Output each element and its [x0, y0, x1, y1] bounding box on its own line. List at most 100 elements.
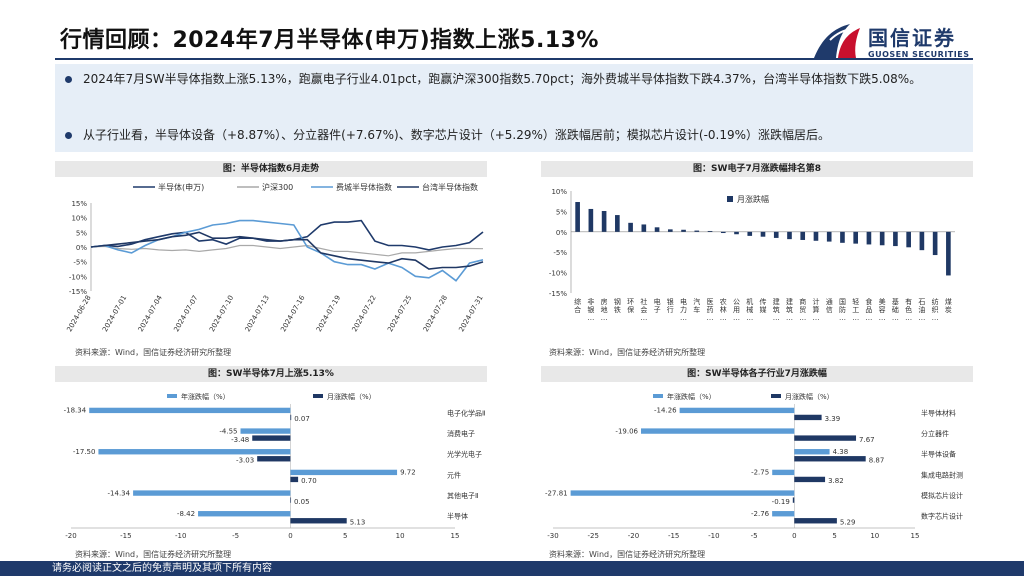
x-tick-label: 5 [343, 532, 347, 540]
bar [826, 231, 832, 242]
line-chart: 半导体(申万) 沪深300 费城半导体指数 台湾半导体指数 15% 10% 5% 0% -5% -… [65, 182, 484, 333]
logo-mark-icon [814, 24, 860, 58]
x-tick-label: 15 [911, 532, 920, 540]
panel-index-trend: 图：半导体指数6月走势 半导体(申万) 沪深300 费城半导体指数 台湾半导体指数 15… [55, 161, 487, 361]
series-line [90, 231, 484, 270]
bar [667, 229, 673, 232]
x-tick-label: 5 [832, 532, 836, 540]
data-label: -14.34 [108, 489, 131, 497]
bar-month [794, 435, 857, 441]
bar [654, 227, 660, 232]
bar-year [133, 490, 291, 496]
bar-month [252, 435, 291, 441]
legend-label: 年涨跌幅（%） [667, 392, 716, 401]
x-tick-label: 10 [870, 532, 879, 540]
x-tick-label: 2024-07-31 [457, 294, 484, 333]
data-label: 5.29 [840, 518, 856, 526]
chart-title: 图：SW电子7月涨跌幅排名第8 [541, 161, 973, 177]
summary-text: 从子行业看，半导体设备（+8.87%）、分立器件(+7.67%)、数字芯片设计（… [83, 128, 831, 142]
bar-year [679, 407, 795, 414]
x-tick-label: 钢铁 [614, 297, 621, 314]
data-label: -18.34 [64, 407, 87, 415]
x-tick-label: 银行 [667, 297, 674, 314]
data-label: 0.05 [294, 498, 310, 506]
bar [734, 231, 739, 235]
x-tick-label: -15 [668, 532, 679, 540]
x-tick-label: 2024-07-01 [101, 294, 128, 333]
bar [787, 231, 792, 240]
category-label: 模拟芯片设计 [921, 491, 963, 500]
bar [707, 230, 713, 232]
data-label: 3.39 [825, 415, 841, 423]
chart-source: 资料来源：Wind，国信证券经济研究所整理 [549, 348, 706, 357]
bar [893, 231, 898, 247]
bar [694, 230, 700, 232]
x-tick-label: -10 [708, 532, 719, 540]
data-label: 4.38 [833, 448, 849, 456]
bar-year [794, 449, 830, 455]
bar-month [794, 476, 826, 483]
data-label: -0.19 [772, 498, 790, 506]
chart-source: 资料来源：Wind，国信证券经济研究所整理 [75, 348, 232, 357]
company-logo: 国信证券 GUOSEN SECURITIES [812, 20, 982, 64]
x-tick-label: 基础… [892, 297, 899, 322]
series-line [90, 219, 484, 282]
x-tick-label: 国防… [839, 298, 846, 322]
summary-bullet: 从子行业看，半导体设备（+8.87%）、分立器件(+7.67%)、数字芯片设计（… [65, 125, 975, 146]
footer-bar: 请务必阅读正文之后的免责声明及其项下所有内容 [0, 561, 1024, 576]
bar-month [290, 476, 299, 483]
legend-label: 月涨跌幅（%） [327, 392, 376, 401]
x-tick-label: 医药… [707, 298, 714, 322]
bar-month [794, 414, 822, 421]
data-label: -27.81 [545, 489, 568, 497]
x-tick-label: 非银… [587, 297, 594, 322]
bar [879, 231, 885, 246]
category-label: 元件 [447, 470, 461, 479]
x-tick-label: 2024-07-19 [315, 294, 342, 333]
data-label: -2.75 [751, 469, 769, 477]
data-label: -4.55 [219, 427, 237, 435]
category-label: 光学光电子 [447, 450, 482, 459]
x-tick-label: 2024-06-28 [65, 294, 92, 333]
bar [800, 231, 806, 240]
bar [575, 202, 580, 232]
data-label: 5.13 [350, 518, 366, 526]
bar [760, 231, 766, 237]
bar-year [240, 428, 291, 434]
bar-month [290, 518, 347, 524]
x-tick-label: 建筑… [786, 297, 793, 322]
summary-text: 2024年7月SW半导体指数上涨5.13%，跑赢电子行业4.01pct，跑赢沪深… [83, 72, 922, 86]
x-tick-label: 0 [792, 532, 796, 540]
bar [866, 231, 872, 245]
x-tick-label: 10 [396, 532, 405, 540]
bar [681, 229, 686, 232]
y-tick-label: 15% [71, 200, 87, 208]
category-label: 消费电子 [447, 429, 475, 438]
bar-year [198, 511, 291, 517]
chart-source: 资料来源：Wind，国信证券经济研究所整理 [75, 550, 232, 559]
x-tick-label: 通信 [826, 297, 833, 314]
legend-label: 沪深300 [262, 182, 293, 192]
x-tick-label: 农林… [720, 297, 727, 322]
bar [628, 222, 633, 232]
y-tick-label: 10% [71, 215, 87, 223]
x-tick-label: 2024-07-13 [244, 294, 271, 333]
category-label: 其他电子Ⅱ [447, 491, 478, 500]
bar [919, 231, 925, 251]
x-tick-label: 2024-07-10 [208, 294, 235, 333]
data-label: 8.87 [869, 456, 885, 464]
bar-month [794, 456, 866, 462]
chart-source: 资料来源：Wind，国信证券经济研究所整理 [549, 550, 706, 559]
x-tick-label: -30 [547, 532, 558, 540]
x-tick-label: 综合 [574, 297, 581, 314]
title-divider [55, 58, 973, 60]
legend-label: 费城半导体指数 [336, 182, 392, 192]
data-label: 9.72 [400, 469, 416, 477]
data-label: 0.07 [294, 415, 310, 423]
chart-title: 图：SW半导体各子行业7月涨跌幅 [541, 366, 973, 382]
bar-month [290, 414, 292, 421]
hbar-chart: 年涨跌幅（%） 月涨跌幅（%） -20 -15 -10 -5 0 5 10 15 -18.34 0.0… [64, 392, 486, 540]
legend-swatch [727, 196, 733, 202]
x-tick-label: -20 [65, 532, 76, 540]
y-tick-label: -5% [73, 259, 87, 267]
